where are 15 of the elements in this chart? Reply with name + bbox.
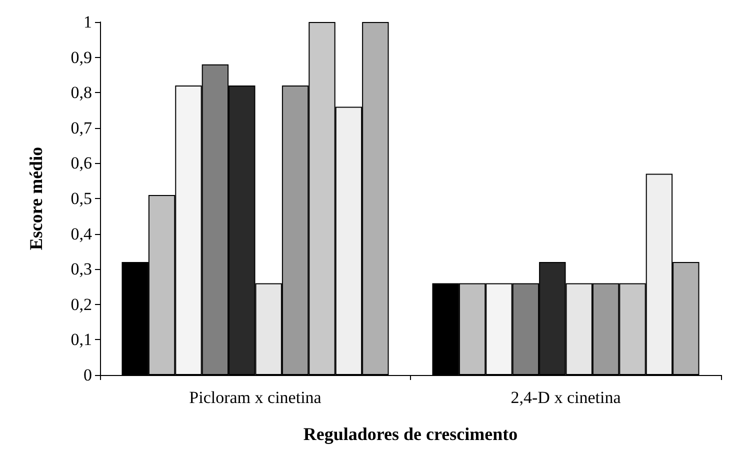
- y-tick-label: 0: [84, 366, 92, 384]
- y-tick-label: 0,5: [70, 189, 92, 208]
- y-tick-label: 0,7: [70, 118, 92, 138]
- y-tick-label: 1: [84, 12, 92, 32]
- y-tick-label: 0,1: [70, 330, 92, 350]
- y-tick-label: 0,8: [70, 83, 92, 102]
- x-tick-label: Picloram x cinetina: [189, 388, 322, 407]
- y-tick-label: 0,9: [70, 48, 92, 67]
- y-tick-label: 0,4: [70, 224, 92, 244]
- y-tick-label: 0,2: [70, 294, 92, 314]
- y-tick-label: 0,6: [70, 154, 92, 173]
- x-tick-label: 2,4-D x cinetina: [510, 388, 622, 407]
- y-tick-label: 0,3: [70, 260, 92, 279]
- x-axis-title: Reguladores de crescimento: [303, 424, 518, 444]
- y-axis-title: Escore médio: [26, 146, 46, 250]
